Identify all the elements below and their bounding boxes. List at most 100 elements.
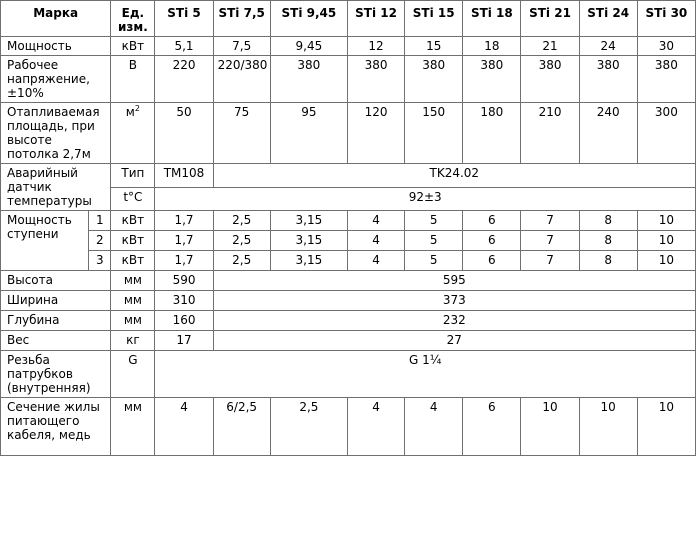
value-cell: 6/2,5 xyxy=(212,397,271,456)
row-sensor-type: Аварийный датчик температуры Тип TM108 T… xyxy=(0,163,697,211)
stage-number: 1 xyxy=(88,210,112,231)
unit-cell: кВт xyxy=(110,36,156,56)
value-cell: 8 xyxy=(578,210,638,231)
row-weight: Вес кг 17 27 xyxy=(0,330,697,351)
value-cell: 17 xyxy=(154,330,214,351)
stage-number: 3 xyxy=(88,250,112,271)
value-cell: 2,5 xyxy=(269,397,348,456)
unit-cell: кВт xyxy=(110,230,156,251)
value-cell: 95 xyxy=(269,102,348,164)
unit-cell: мм xyxy=(110,270,156,291)
value-cell: 4 xyxy=(346,250,406,271)
unit-cell: мм xyxy=(110,397,156,456)
value-cell: 3,15 xyxy=(269,230,348,251)
value-cell: 6 xyxy=(462,250,522,271)
unit-base: м xyxy=(125,105,135,119)
value-cell: 180 xyxy=(462,102,522,164)
row-label: Отапливаемая площадь, при высоте потолка… xyxy=(0,102,112,164)
unit-cell: кг xyxy=(110,330,156,351)
value-cell: 6 xyxy=(462,210,522,231)
value-cell: 1,7 xyxy=(154,230,214,251)
value-cell: 240 xyxy=(578,102,638,164)
unit-cell: В xyxy=(110,55,156,103)
value-cell: 2,5 xyxy=(212,230,271,251)
value-cell: 9,45 xyxy=(269,36,348,56)
value-cell: 10 xyxy=(636,397,697,456)
value-cell: 120 xyxy=(346,102,406,164)
value-cell: 5,1 xyxy=(154,36,214,56)
row-depth: Глубина мм 160 232 xyxy=(0,310,697,331)
stage-number: 2 xyxy=(88,230,112,251)
row-width: Ширина мм 310 373 xyxy=(0,290,697,311)
value-cell: 50 xyxy=(154,102,214,164)
value-cell: 380 xyxy=(520,55,580,103)
row-sensor-temp: t°C 92±3 xyxy=(1,186,696,211)
unit-cell: м2 xyxy=(110,102,156,164)
header-model: STi 5 xyxy=(154,0,214,37)
header-row: Марка Ед. изм. STi 5 STi 7,5 STi 9,45 ST… xyxy=(0,0,697,37)
unit-cell: Тип xyxy=(110,163,156,188)
value-cell: 4 xyxy=(154,397,214,456)
value-cell: 3,15 xyxy=(269,250,348,271)
row-label: Рабочее напряжение, ±10% xyxy=(0,55,112,103)
value-cell-merged: 92±3 xyxy=(154,186,696,211)
row-stage-3: 3 кВт 1,7 2,5 3,15 4 5 6 7 8 10 xyxy=(1,250,697,271)
value-cell: 160 xyxy=(154,310,214,331)
header-model: STi 18 xyxy=(462,0,522,37)
value-cell: 590 xyxy=(154,270,214,291)
value-cell: 150 xyxy=(404,102,464,164)
unit-cell: кВт xyxy=(110,210,156,231)
value-cell: 220/380 xyxy=(212,55,271,103)
row-label: Высота xyxy=(0,270,112,291)
row-label: Ширина xyxy=(0,290,112,311)
value-cell: 5 xyxy=(404,230,464,251)
row-power: Мощность кВт 5,1 7,5 9,45 12 15 18 21 24… xyxy=(0,36,697,56)
row-thread: Резьба патрубков (внутренняя) G G 1¼ xyxy=(0,350,696,398)
header-model: STi 7,5 xyxy=(212,0,271,37)
value-cell: 380 xyxy=(404,55,464,103)
value-cell-merged: G 1¼ xyxy=(154,350,696,398)
value-cell-merged: 373 xyxy=(212,290,697,311)
value-cell: 6 xyxy=(462,230,522,251)
row-label: Сечение жилы питающего кабеля, медь xyxy=(0,397,112,456)
value-cell: 24 xyxy=(578,36,638,56)
value-cell: 300 xyxy=(636,102,697,164)
value-cell: 10 xyxy=(636,210,697,231)
value-cell: 10 xyxy=(520,397,580,456)
header-model: STi 9,45 xyxy=(269,0,348,37)
row-height: Высота мм 590 595 xyxy=(0,270,697,291)
unit-cell: G xyxy=(110,350,156,398)
value-cell: 7,5 xyxy=(212,36,271,56)
value-cell: 10 xyxy=(578,397,638,456)
header-model: STi 12 xyxy=(346,0,406,37)
value-cell-merged: TK24.02 xyxy=(212,163,697,188)
value-cell: 8 xyxy=(578,230,638,251)
value-cell: 10 xyxy=(636,230,697,251)
header-model: STi 30 xyxy=(636,0,697,37)
row-stage-1: Мощность ступени 1 кВт 1,7 2,5 3,15 4 5 … xyxy=(0,210,697,271)
value-cell: 7 xyxy=(520,210,580,231)
value-cell: 15 xyxy=(404,36,464,56)
unit-cell: мм xyxy=(110,290,156,311)
header-model: STi 21 xyxy=(520,0,580,37)
value-cell: 2,5 xyxy=(212,250,271,271)
header-model: STi 24 xyxy=(578,0,638,37)
value-cell: 4 xyxy=(346,397,406,456)
value-cell: 1,7 xyxy=(154,210,214,231)
value-cell: TM108 xyxy=(154,163,214,188)
unit-cell: мм xyxy=(110,310,156,331)
value-cell-merged: 595 xyxy=(212,270,697,291)
value-cell: 75 xyxy=(212,102,271,164)
value-cell: 3,15 xyxy=(269,210,348,231)
value-cell: 18 xyxy=(462,36,522,56)
row-label: Вес xyxy=(0,330,112,351)
unit-superscript: 2 xyxy=(134,104,140,113)
value-cell: 12 xyxy=(346,36,406,56)
header-marka: Марка xyxy=(0,0,112,37)
value-cell: 7 xyxy=(520,250,580,271)
value-cell: 380 xyxy=(269,55,348,103)
value-cell: 1,7 xyxy=(154,250,214,271)
row-label: Мощность ступени xyxy=(0,210,90,271)
value-cell: 210 xyxy=(520,102,580,164)
value-cell: 5 xyxy=(404,250,464,271)
